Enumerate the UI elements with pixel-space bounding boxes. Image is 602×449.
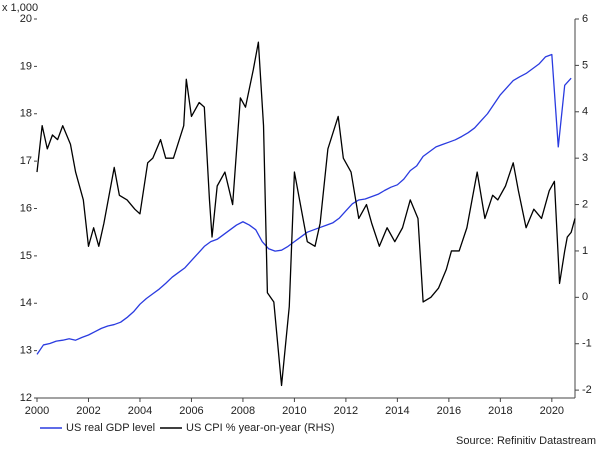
y2-tick-label: 6	[582, 13, 588, 25]
y-tick-label: 16	[20, 202, 32, 214]
y-tick-label: 18	[20, 108, 32, 120]
y2-tick-label: 5	[582, 59, 588, 71]
data-line	[36, 53, 572, 355]
y-tick-label: 17	[20, 155, 32, 167]
x-tick-label: 2010	[282, 405, 306, 417]
x-tick-label: 2008	[231, 405, 255, 417]
y-tick-label: 14	[20, 297, 32, 309]
x-tick-label: 2000	[25, 405, 49, 417]
y-tick-label: 15	[20, 250, 32, 262]
y2-tick-label: 4	[582, 106, 588, 118]
y2-tick-label: -2	[582, 384, 592, 396]
y-tick-label: 20	[20, 13, 32, 25]
y2-tick-label: 3	[582, 152, 588, 164]
x-tick-label: 2014	[385, 405, 409, 417]
legend-label: US real GDP level	[66, 422, 155, 434]
y2-tick-label: 0	[582, 291, 588, 303]
legend-label: US CPI % year-on-year (RHS)	[186, 422, 335, 434]
y2-tick-label: 1	[582, 245, 588, 257]
x-tick-label: 2018	[488, 405, 512, 417]
source: Source: Refinitiv Datastream	[456, 435, 596, 447]
y-tick-label: 19	[20, 60, 32, 72]
x-tick-label: 2006	[179, 405, 203, 417]
y-tick-label: 13	[20, 345, 32, 357]
x-tick-label: 2004	[128, 405, 152, 417]
y2-tick-label: -1	[582, 338, 592, 350]
y2-tick-label: 2	[582, 198, 588, 210]
x-tick-label: 2020	[540, 405, 564, 417]
x-tick-label: 2002	[76, 405, 100, 417]
x-tick-label: 2012	[334, 405, 358, 417]
y-unit: x 1,000	[2, 2, 38, 14]
y-tick-label: 12	[20, 392, 32, 404]
x-tick-label: 2016	[437, 405, 461, 417]
data-line	[36, 41, 576, 387]
